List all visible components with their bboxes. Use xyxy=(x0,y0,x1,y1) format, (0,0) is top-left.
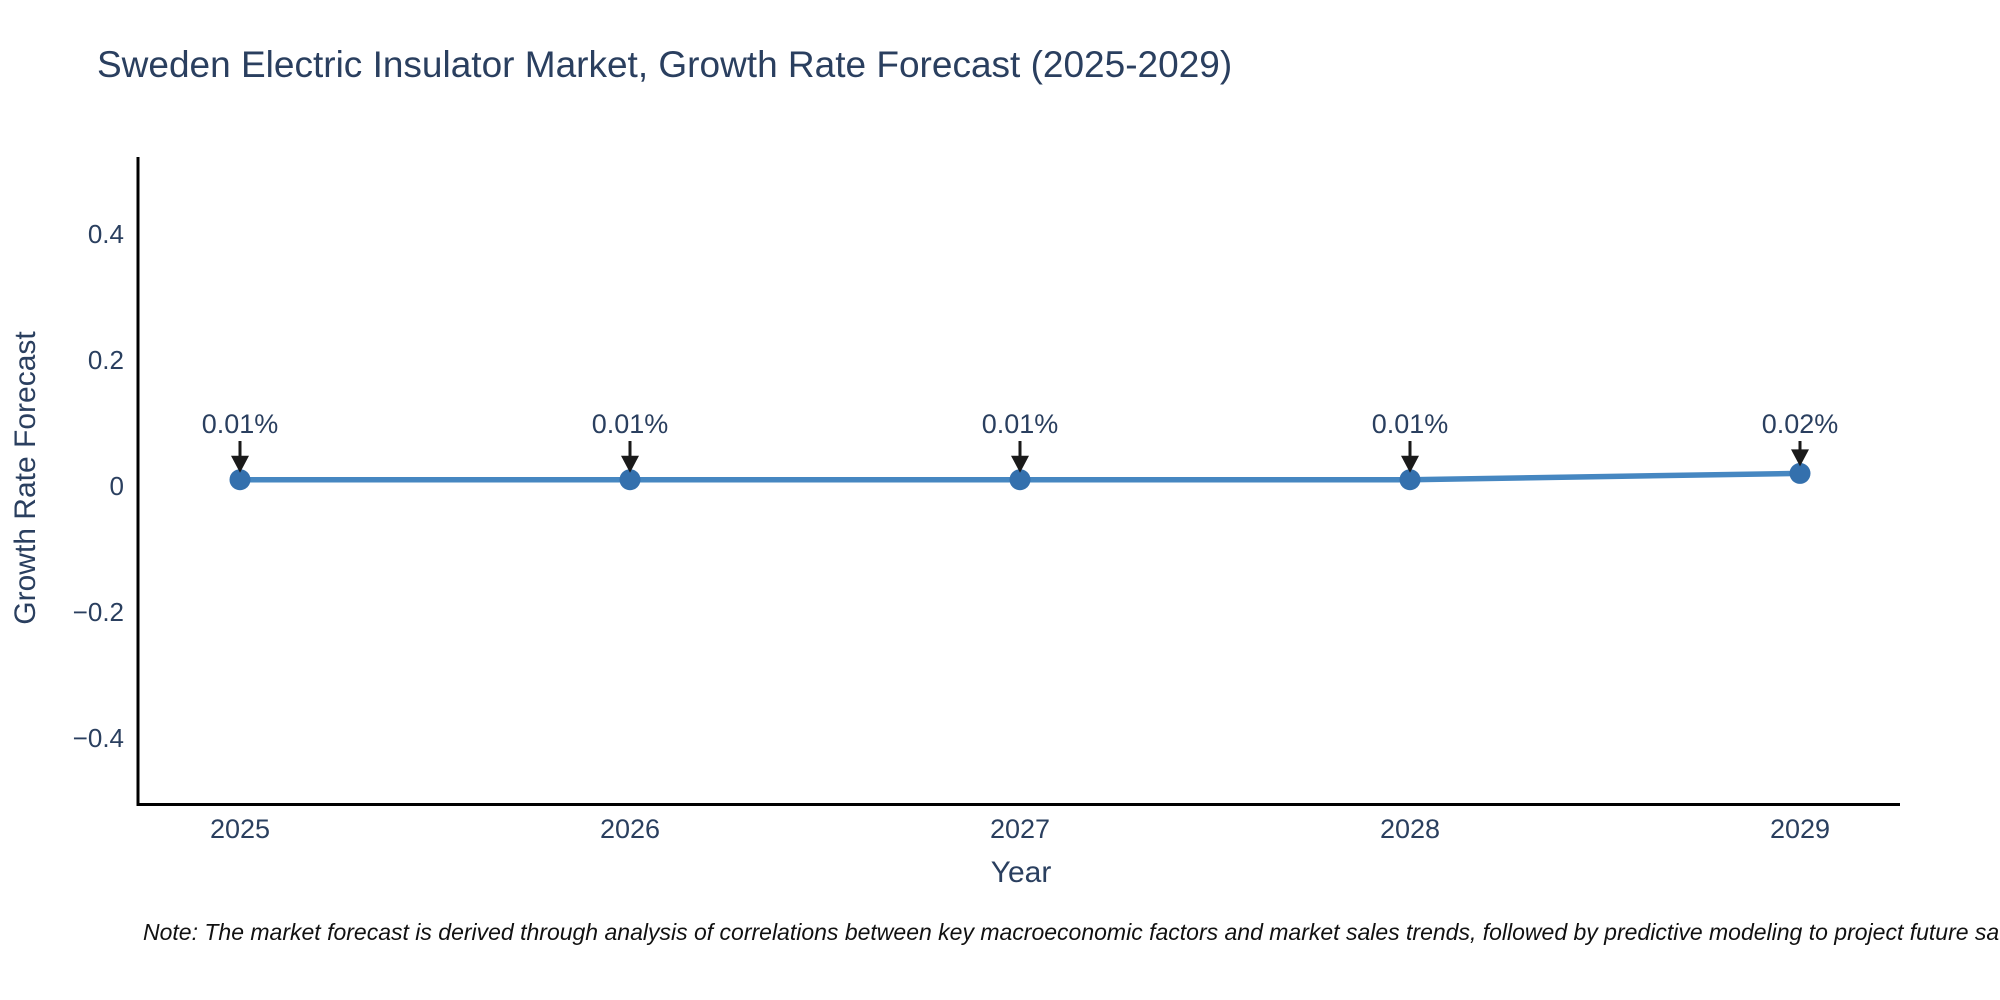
annotation-label: 0.02% xyxy=(1762,409,1839,439)
annotation-arrowhead-icon xyxy=(231,455,249,473)
data-point-marker[interactable] xyxy=(229,469,251,491)
annotation-arrowhead-icon xyxy=(1011,455,1029,473)
annotation-arrowhead-icon xyxy=(1791,449,1809,467)
y-tick-label: −0.2 xyxy=(73,597,124,627)
y-tick-label: 0 xyxy=(110,471,124,501)
x-tick-label: 2029 xyxy=(1770,814,1830,844)
y-tick-label: 0.4 xyxy=(88,219,124,249)
annotation-label: 0.01% xyxy=(592,409,669,439)
annotation-arrowhead-icon xyxy=(621,455,639,473)
annotation-label: 0.01% xyxy=(1372,409,1449,439)
x-tick-label: 2026 xyxy=(600,814,660,844)
data-point-marker[interactable] xyxy=(1009,469,1031,491)
annotation-arrowhead-icon xyxy=(1401,455,1419,473)
data-point-marker[interactable] xyxy=(1789,462,1811,484)
y-tick-label: 0.2 xyxy=(88,345,124,375)
x-tick-label: 2025 xyxy=(210,814,270,844)
x-tick-label: 2027 xyxy=(990,814,1050,844)
x-tick-label: 2028 xyxy=(1380,814,1440,844)
footnote: Note: The market forecast is derived thr… xyxy=(143,919,2000,945)
data-point-marker[interactable] xyxy=(1399,469,1421,491)
annotation-label: 0.01% xyxy=(202,409,279,439)
y-tick-label: −0.4 xyxy=(73,723,124,753)
x-axis-title: Year xyxy=(990,856,1052,889)
data-point-marker[interactable] xyxy=(619,469,641,491)
chart-title: Sweden Electric Insulator Market, Growth… xyxy=(97,44,1233,85)
annotation-label: 0.01% xyxy=(982,409,1059,439)
